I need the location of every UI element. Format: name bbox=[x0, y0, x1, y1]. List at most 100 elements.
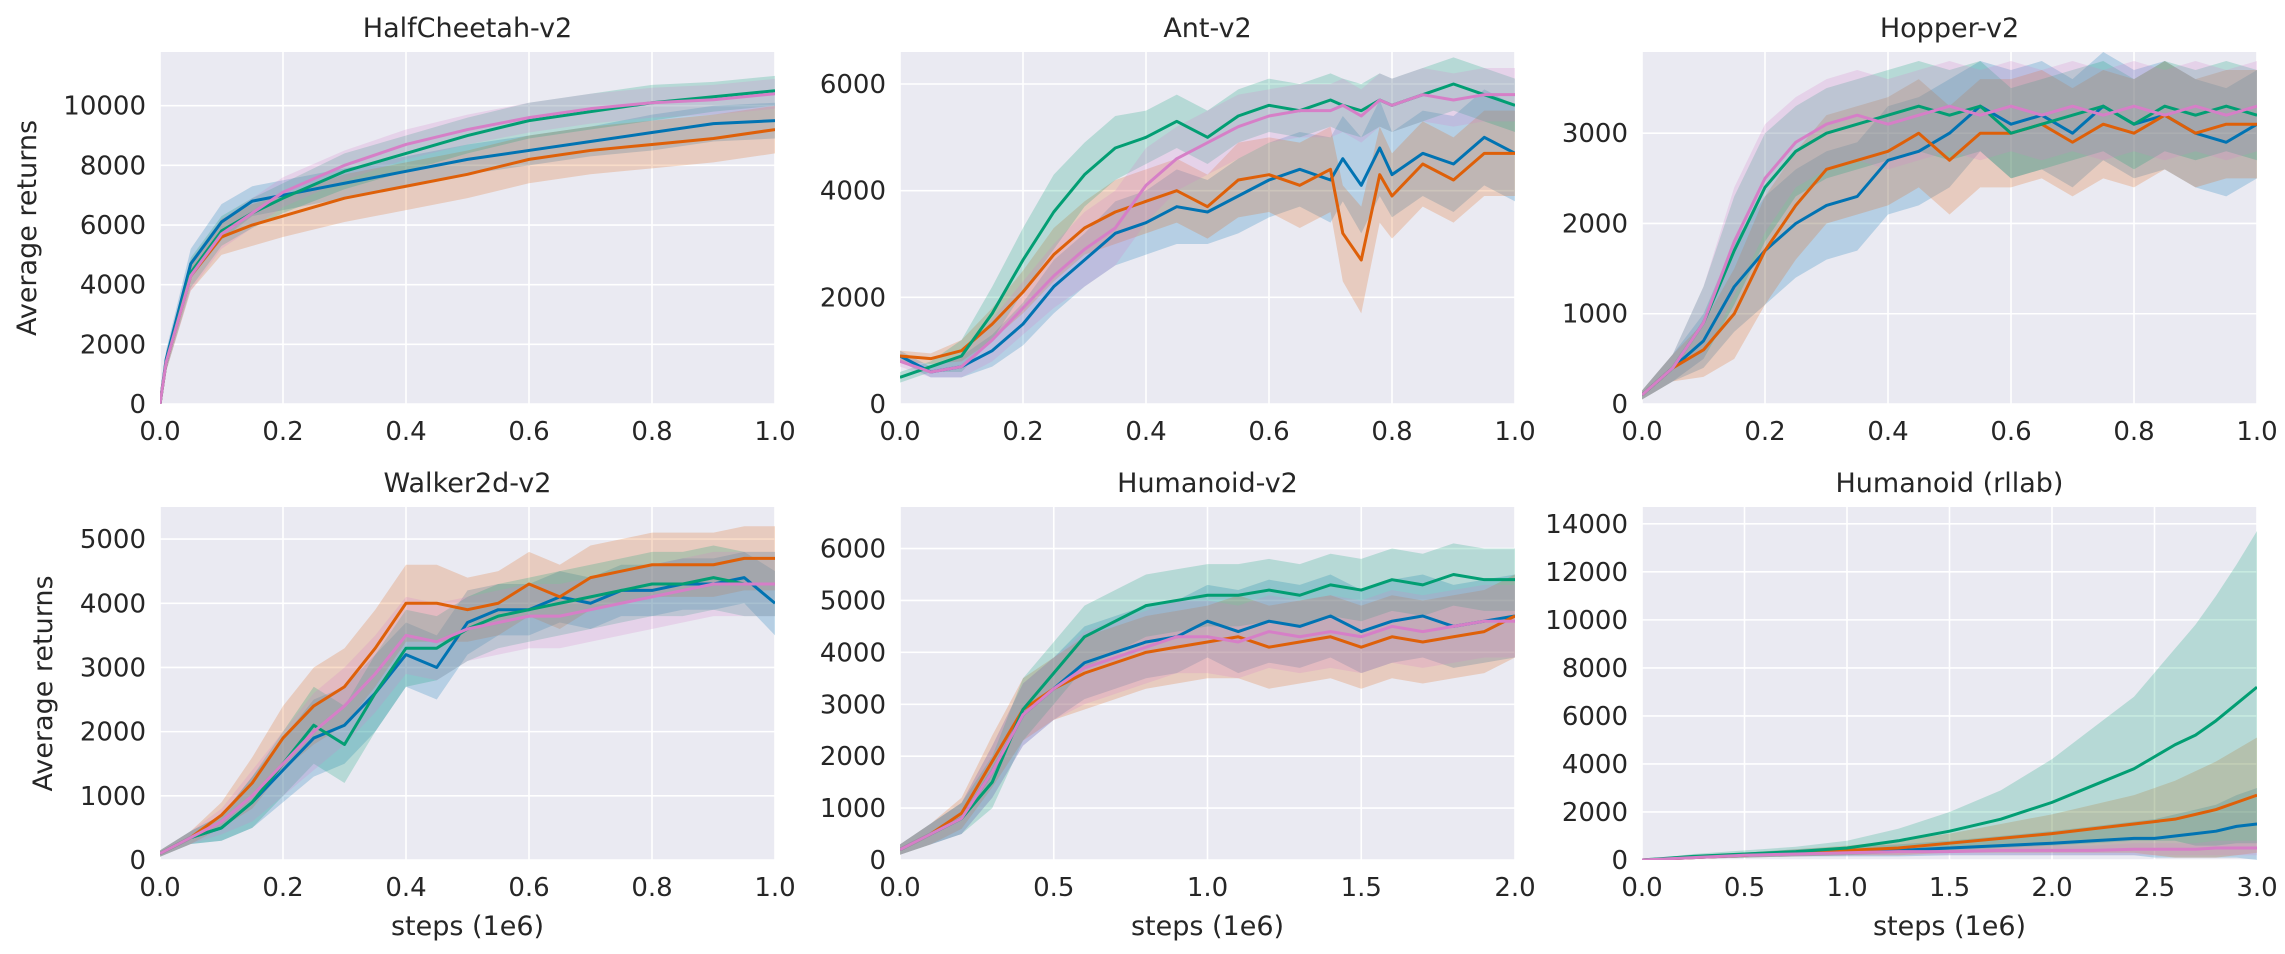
series-line-pink bbox=[1642, 104, 2257, 397]
y-tick-label: 2000 bbox=[1562, 209, 1628, 239]
x-tick-label: 1.5 bbox=[1929, 873, 1970, 903]
y-tick-label: 3000 bbox=[1562, 119, 1628, 149]
series-line-blue bbox=[1642, 104, 2257, 397]
x-tick-label: 0.0 bbox=[139, 417, 180, 447]
x-tick-label: 0.0 bbox=[879, 417, 920, 447]
x-tick-label: 0.2 bbox=[262, 873, 303, 903]
y-tick-label: 2000 bbox=[820, 283, 886, 313]
x-tick-label: 0.0 bbox=[1621, 873, 1662, 903]
x-tick-label: 0.4 bbox=[385, 417, 426, 447]
series-line-pink bbox=[1642, 846, 2257, 860]
series-band-green bbox=[1642, 531, 2257, 860]
series-group bbox=[900, 57, 1515, 383]
series-band-pink bbox=[900, 584, 1515, 855]
series-group bbox=[1642, 531, 2257, 860]
y-tick-label: 6000 bbox=[1562, 702, 1628, 732]
x-tick-label: 0.0 bbox=[879, 873, 920, 903]
y-tick-label: 4000 bbox=[80, 589, 146, 619]
x-tick-label: 0.6 bbox=[1990, 417, 2031, 447]
x-tick-label: 3.0 bbox=[2236, 873, 2277, 903]
series-line-blue bbox=[160, 119, 775, 404]
y-tick-label: 3000 bbox=[80, 653, 146, 683]
series-band-green bbox=[1642, 61, 2257, 400]
y-axis-label: Average returns bbox=[28, 575, 59, 791]
x-tick-label: 1.0 bbox=[1494, 417, 1535, 447]
series-band-blue bbox=[900, 574, 1515, 855]
y-tick-label: 5000 bbox=[820, 586, 886, 616]
series-line-pink bbox=[900, 93, 1515, 374]
y-tick-label: 0 bbox=[869, 846, 886, 876]
x-tick-label: 0.8 bbox=[1371, 417, 1412, 447]
x-tick-label: 0.2 bbox=[1744, 417, 1785, 447]
x-tick-label: 1.0 bbox=[2236, 417, 2277, 447]
y-tick-label: 1000 bbox=[1562, 300, 1628, 330]
y-tick-label: 0 bbox=[1611, 846, 1628, 876]
y-tick-label: 6000 bbox=[820, 535, 886, 565]
series-band-pink bbox=[160, 78, 775, 404]
chart-panel-2: 0.0 0.2 0.4 0.6 0.8 1.0 0 1000 2000 3000 Hopper-v2 bbox=[1562, 13, 2278, 447]
y-tick-label: 6000 bbox=[820, 70, 886, 100]
y-tick-label: 1000 bbox=[820, 794, 886, 824]
series-band-blue bbox=[900, 89, 1515, 378]
chart-panel-0: 0.0 0.2 0.4 0.6 0.8 1.0 0 2000 4000 6000 8000 10000… bbox=[12, 13, 796, 447]
series-band-blue bbox=[1642, 52, 2257, 400]
y-tick-label: 1000 bbox=[80, 782, 146, 812]
series-line-pink bbox=[160, 92, 775, 404]
chart-title: Ant-v2 bbox=[1163, 13, 1251, 44]
y-tick-label: 4000 bbox=[820, 638, 886, 668]
y-tick-label: 4000 bbox=[80, 271, 146, 301]
chart-title: Walker2d-v2 bbox=[384, 468, 552, 499]
x-tick-label: 0.6 bbox=[1248, 417, 1289, 447]
chart-title: Hopper-v2 bbox=[1880, 13, 2019, 44]
plot-area bbox=[160, 52, 775, 404]
series-line-orange bbox=[900, 614, 1515, 851]
series-line-pink bbox=[900, 619, 1515, 851]
x-tick-label: 1.5 bbox=[1341, 873, 1382, 903]
y-tick-label: 0 bbox=[129, 390, 146, 420]
y-axis-label: Average returns bbox=[12, 120, 43, 336]
x-tick-label: 0.4 bbox=[1125, 417, 1166, 447]
series-line-blue bbox=[900, 135, 1515, 374]
series-band-green bbox=[160, 75, 775, 404]
y-tick-label: 3000 bbox=[820, 690, 886, 720]
y-tick-label: 10000 bbox=[63, 92, 146, 122]
chart-title: HalfCheetah-v2 bbox=[363, 13, 572, 44]
x-tick-label: 0.0 bbox=[1621, 417, 1662, 447]
x-tick-label: 1.0 bbox=[754, 873, 795, 903]
series-band-pink bbox=[900, 68, 1515, 378]
series-band-blue bbox=[1642, 787, 2257, 860]
y-tick-label: 0 bbox=[869, 390, 886, 420]
x-tick-label: 0.6 bbox=[508, 417, 549, 447]
series-band-pink bbox=[1642, 61, 2257, 400]
y-tick-label: 10000 bbox=[1545, 606, 1628, 636]
x-axis-label: steps (1e6) bbox=[1131, 911, 1284, 942]
chart-title: Humanoid (rllab) bbox=[1836, 468, 2064, 499]
chart-panel-5: 0.0 0.5 1.0 1.5 2.0 2.5 3.0 0 2000 4000 6000 8000 10… bbox=[1545, 468, 2277, 942]
series-group bbox=[900, 543, 1515, 855]
series-band-orange bbox=[1642, 61, 2257, 400]
x-tick-label: 2.0 bbox=[1494, 873, 1535, 903]
series-line-pink bbox=[160, 582, 775, 855]
x-tick-label: 0.4 bbox=[1867, 417, 1908, 447]
y-tick-label: 0 bbox=[129, 846, 146, 876]
series-group bbox=[160, 75, 775, 404]
series-group bbox=[1642, 52, 2257, 400]
series-line-green bbox=[900, 572, 1515, 851]
y-tick-label: 12000 bbox=[1545, 558, 1628, 588]
series-line-orange bbox=[900, 151, 1515, 361]
series-group bbox=[160, 526, 775, 857]
x-tick-label: 0.2 bbox=[262, 417, 303, 447]
y-tick-label: 8000 bbox=[1562, 654, 1628, 684]
x-tick-label: 0.0 bbox=[139, 873, 180, 903]
y-tick-label: 2000 bbox=[80, 718, 146, 748]
x-tick-label: 0.6 bbox=[508, 873, 549, 903]
x-tick-label: 1.0 bbox=[1826, 873, 1867, 903]
y-tick-label: 4000 bbox=[820, 177, 886, 207]
y-tick-label: 2000 bbox=[1562, 798, 1628, 828]
x-tick-label: 0.8 bbox=[2113, 417, 2154, 447]
chart-panel-4: 0.0 0.5 1.0 1.5 2.0 0 1000 2000 3000 4000 5000 6000… bbox=[820, 468, 1536, 942]
series-band-orange bbox=[900, 574, 1515, 855]
plot-area bbox=[900, 52, 1515, 404]
x-tick-label: 0.4 bbox=[385, 873, 426, 903]
